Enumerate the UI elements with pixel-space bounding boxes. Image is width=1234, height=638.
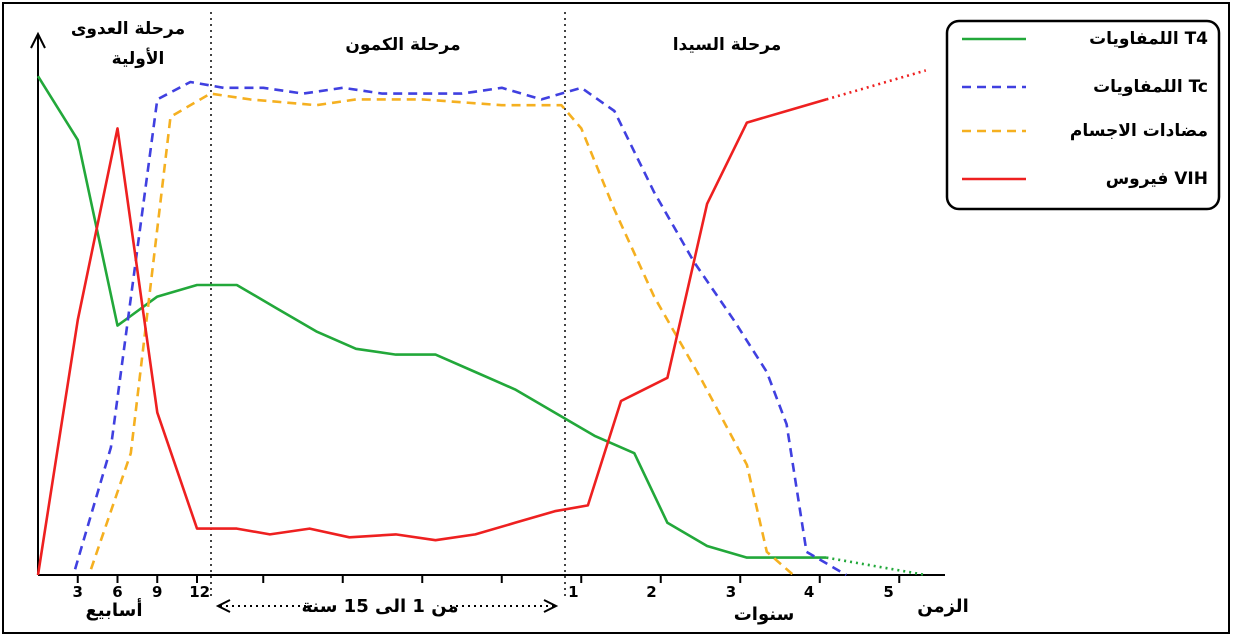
legend-label-antibodies: مضادات الاجسام [1070,121,1208,141]
x-tick-label-week: 3 [73,583,83,601]
x-tick-label-year: 4 [804,583,814,601]
x-tick-label-week: 9 [152,583,162,601]
x-tick-label-year: 3 [726,583,736,601]
series-line-t4 [36,75,827,559]
legend-box [945,19,1221,211]
phase-label-latency: مرحلة الكمون [345,35,460,55]
middle-period-label: من 1 الى 15 سنة [301,596,458,617]
series [36,69,927,577]
series-extension-vih [826,69,927,101]
axis-text: الزمن أسابيع سنوات من 1 الى 15 سنة [85,596,968,625]
weeks-unit-label: أسابيع [85,598,142,621]
x-tick-label-week: 12 [189,583,210,601]
legend-label-t4: اللمفاويات T4 [1089,29,1208,49]
x-tick-label-year: 2 [646,583,656,601]
axes [30,31,945,576]
phase-label-primo-line2: الأولية [112,48,165,69]
legend: اللمفاويات T4 اللمفاويات Tc مضادات الاجسام… [945,19,1221,211]
series-line-antibodies [89,92,795,576]
x-axis-label: الزمن [917,596,968,617]
series-line-vih [36,98,827,576]
years-unit-label: سنوات [734,604,795,625]
x-tick-label-year: 5 [883,583,893,601]
x-ticks: 3 6 9 12 1 2 3 4 5 [73,575,901,601]
series-line-tc [73,80,847,577]
x-tick-label-week: 6 [112,583,122,601]
legend-label-tc: اللمفاويات Tc [1093,77,1208,97]
phase-dividers [210,12,566,598]
middle-period-arrowhead-right [543,599,559,613]
phase-labels: مرحلة العدوى الأولية مرحلة الكمون مرحلة … [71,19,781,69]
y-axis-arrow [30,31,46,49]
phase-label-aids: مرحلة السيدا [673,35,782,55]
middle-period-arrowhead-left [215,599,231,613]
phase-label-primo-line1: مرحلة العدوى [71,19,185,39]
legend-label-vih: فيروس VIH [1106,169,1208,189]
series-extension-t4 [826,556,927,577]
x-tick-label-year: 1 [568,583,578,601]
